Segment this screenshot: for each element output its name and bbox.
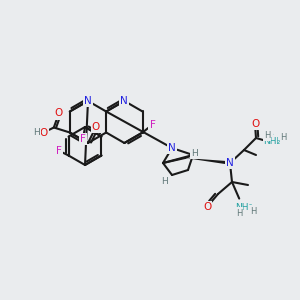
Text: NH: NH [263, 137, 277, 146]
Text: O: O [203, 202, 211, 212]
Text: N: N [84, 96, 92, 106]
Polygon shape [185, 158, 230, 165]
Text: H: H [236, 208, 242, 217]
Text: H: H [280, 133, 286, 142]
Text: H: H [190, 148, 197, 158]
Text: F: F [80, 134, 86, 144]
Text: O: O [92, 122, 100, 132]
Text: NH: NH [235, 202, 249, 211]
Text: H: H [264, 130, 270, 140]
Text: A: A [272, 134, 274, 135]
Text: F: F [56, 146, 62, 155]
Text: O: O [251, 119, 259, 129]
Text: H: H [250, 206, 256, 215]
Text: ₂: ₂ [276, 136, 280, 146]
Text: N: N [121, 96, 128, 106]
Text: N: N [168, 143, 176, 153]
Text: H: H [162, 176, 168, 185]
Text: F: F [150, 119, 155, 130]
Text: O: O [40, 128, 48, 137]
Text: H: H [33, 128, 40, 137]
Text: NH: NH [265, 137, 279, 146]
Text: N: N [226, 158, 234, 168]
Text: ₂: ₂ [248, 202, 252, 211]
Text: O: O [55, 109, 63, 118]
